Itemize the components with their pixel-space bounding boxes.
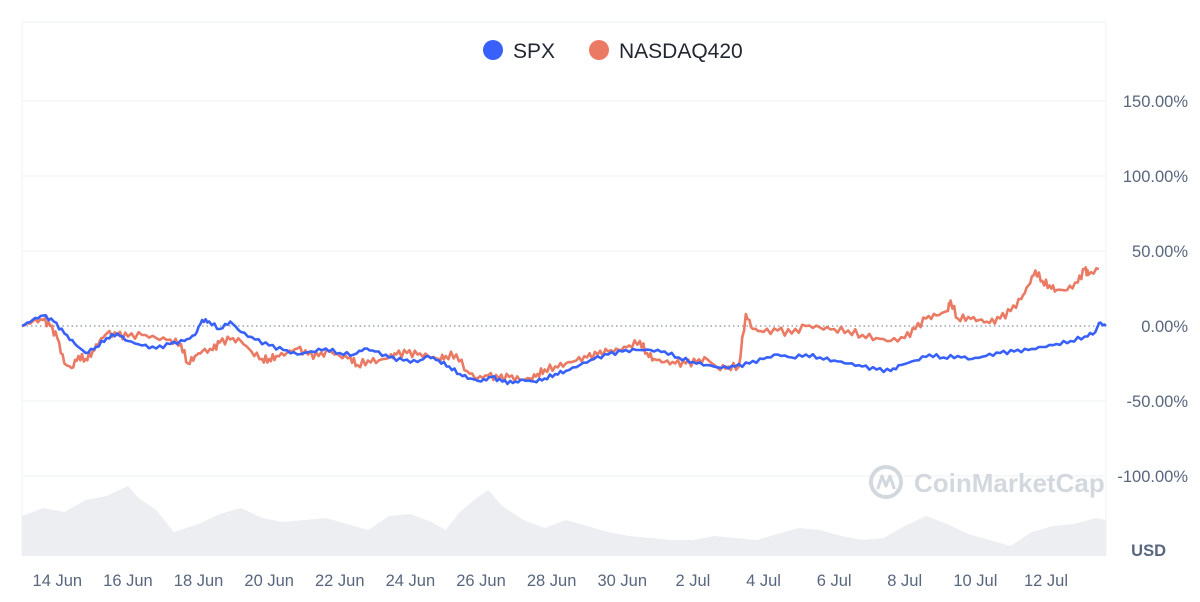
grid-lines — [21, 21, 1107, 556]
y-tick-label: -100.00% — [1117, 468, 1188, 486]
x-axis-ticks: 14 Jun 16 Jun 18 Jun 20 Jun 22 Jun 24 Jun 26 J… — [33, 572, 1068, 590]
watermark: CoinMarketCap — [869, 465, 1105, 499]
legend-item-nasdaq420[interactable]: NASDAQ420 — [589, 40, 743, 63]
x-tick-label: 14 Jun — [33, 572, 83, 590]
y-tick-label: 0.00% — [1141, 318, 1188, 336]
x-tick-label: 24 Jun — [386, 572, 436, 590]
volume-area-shape — [22, 486, 1106, 556]
y-tick-label: -50.00% — [1127, 393, 1189, 411]
spx-legend-dot — [483, 40, 503, 60]
x-tick-label: 30 Jun — [597, 572, 647, 590]
watermark-text: CoinMarketCap — [914, 468, 1105, 498]
y-tick-label: 150.00% — [1123, 93, 1188, 111]
x-tick-label: 18 Jun — [174, 572, 224, 590]
x-tick-label: 12 Jul — [1024, 572, 1068, 590]
series-line-spx — [21, 314, 1107, 386]
y-tick-label: 50.00% — [1132, 243, 1188, 261]
x-tick-label: 22 Jun — [315, 572, 365, 590]
volume-area — [22, 486, 1106, 556]
unit-label: USD — [1131, 542, 1166, 560]
y-tick-label: 100.00% — [1123, 168, 1188, 186]
legend-label-nasdaq420: NASDAQ420 — [619, 40, 743, 63]
x-tick-label: 28 Jun — [527, 572, 577, 590]
x-tick-label: 10 Jul — [953, 572, 997, 590]
legend-item-spx[interactable]: SPX — [483, 40, 555, 63]
coinmarketcap-logo-icon — [869, 465, 903, 499]
legend-label-spx: SPX — [513, 40, 555, 63]
x-tick-label: 26 Jun — [456, 572, 506, 590]
x-tick-label: 2 Jul — [675, 572, 710, 590]
nasdaq420-legend-dot — [589, 40, 609, 60]
x-tick-label: 6 Jul — [817, 572, 852, 590]
series-lines — [21, 266, 1107, 386]
x-tick-label: 20 Jun — [244, 572, 294, 590]
series-line-nasdaq420 — [21, 266, 1100, 383]
x-tick-label: 4 Jul — [746, 572, 781, 590]
x-tick-label: 8 Jul — [887, 572, 922, 590]
x-tick-label: 16 Jun — [103, 572, 153, 590]
y-axis-ticks: 150.00% 100.00% 50.00% 0.00% -50.00% -100.00% — [1117, 93, 1188, 486]
legend[interactable]: SPX NASDAQ420 — [483, 40, 743, 63]
